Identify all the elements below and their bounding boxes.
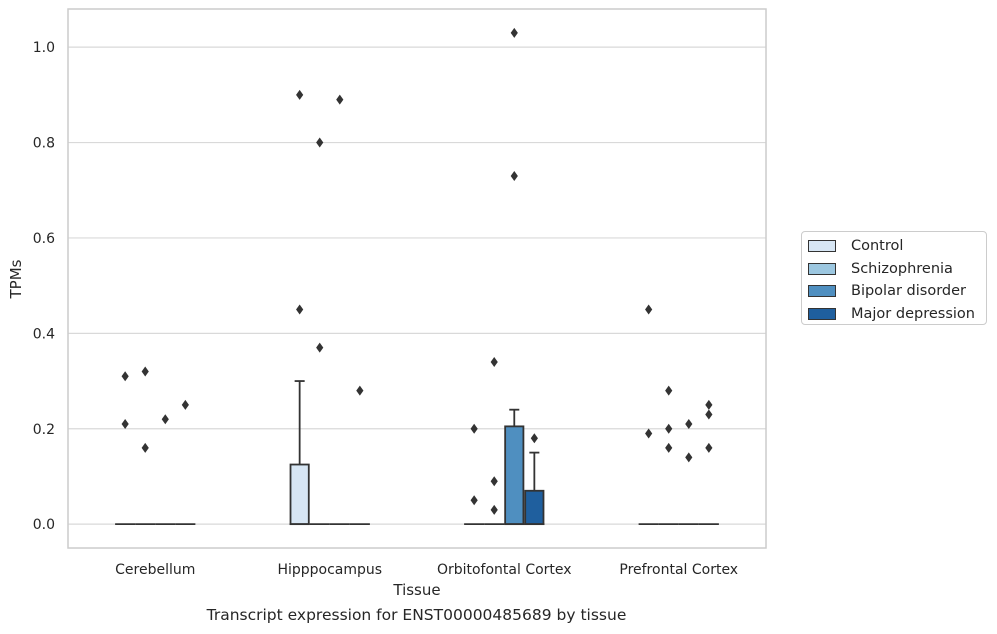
box-plot xyxy=(524,451,545,526)
y-tick-label: 0.4 xyxy=(33,326,55,342)
outlier-point xyxy=(490,504,498,515)
outlier-point xyxy=(665,385,673,396)
outlier-point xyxy=(316,342,324,353)
outlier-point xyxy=(470,495,478,506)
outlier-point xyxy=(336,94,344,105)
outlier-point xyxy=(161,414,169,425)
y-axis-label: TPMs xyxy=(7,259,25,299)
legend-label: Control xyxy=(851,238,904,254)
outlier-point xyxy=(470,423,478,434)
outlier-point xyxy=(121,371,129,382)
outlier-point xyxy=(530,433,538,444)
outlier-point xyxy=(510,27,518,38)
outlier-point xyxy=(490,356,498,367)
legend-item: Control xyxy=(808,237,903,255)
x-tick-labels: Cerebellum Hipppocampus Orbitofontal Corte… xyxy=(115,562,738,578)
legend-swatch xyxy=(808,240,836,252)
outlier-point xyxy=(685,418,693,429)
y-tick-label: 0.8 xyxy=(33,136,55,152)
x-axis-label: Tissue xyxy=(392,581,440,599)
x-tick-label: Prefrontal Cortex xyxy=(619,562,738,578)
outlier-point xyxy=(510,170,518,181)
box-body xyxy=(524,489,545,526)
y-tick-label: 1.0 xyxy=(33,40,55,56)
outlier-point xyxy=(685,452,693,463)
outlier-point xyxy=(121,418,129,429)
figure-caption: Transcript expression for ENST0000048568… xyxy=(206,606,627,624)
legend-label: Major depression xyxy=(851,305,975,322)
outlier-point xyxy=(296,304,304,315)
box-plots xyxy=(115,380,719,526)
outlier-point xyxy=(645,304,653,315)
y-tick-labels: 0.0 0.2 0.4 0.6 0.8 1.0 xyxy=(33,40,55,533)
plot-frame xyxy=(67,8,767,549)
x-tick-label: Orbitofontal Cortex xyxy=(437,562,572,578)
y-tick-label: 0.6 xyxy=(33,231,55,247)
y-tick-label: 0.0 xyxy=(33,517,55,533)
outlier-point xyxy=(141,442,149,453)
box-body xyxy=(289,463,310,526)
box-plot xyxy=(289,380,310,526)
grid-lines xyxy=(68,46,766,525)
legend-item: Major depression xyxy=(808,305,975,323)
outlier-point xyxy=(356,385,364,396)
outlier-point xyxy=(665,423,673,434)
box-body xyxy=(504,425,525,526)
y-tick-label: 0.2 xyxy=(33,422,55,438)
outlier-point xyxy=(705,399,713,410)
outlier-point xyxy=(181,399,189,410)
legend-item: Bipolar disorder xyxy=(808,282,966,300)
outlier-point xyxy=(665,442,673,453)
outlier-point xyxy=(705,409,713,420)
outlier-points xyxy=(121,27,713,515)
legend-item: Schizophrenia xyxy=(808,260,953,278)
legend-label: Bipolar disorder xyxy=(851,283,966,299)
outlier-point xyxy=(645,428,653,439)
outlier-point xyxy=(316,137,324,148)
legend-swatch xyxy=(808,285,836,297)
legend-label: Schizophrenia xyxy=(851,260,953,277)
legend: Control Schizophrenia Bipolar disorder Majo… xyxy=(801,231,987,325)
outlier-point xyxy=(141,366,149,377)
x-tick-label: Cerebellum xyxy=(115,562,195,578)
legend-swatch xyxy=(808,307,836,320)
x-tick-label: Hipppocampus xyxy=(277,562,382,578)
legend-swatch xyxy=(808,262,836,275)
outlier-point xyxy=(490,476,498,487)
outlier-point xyxy=(705,442,713,453)
box-plot xyxy=(504,408,525,526)
outlier-point xyxy=(296,89,304,100)
